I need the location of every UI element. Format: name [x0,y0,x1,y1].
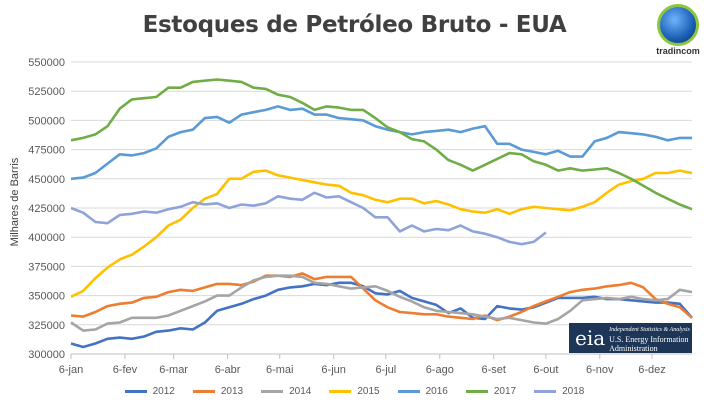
series-line-2014 [70,274,693,332]
legend-item-2015: 2015 [329,386,380,397]
legend-item-2016: 2016 [397,386,448,397]
legend-label: 2015 [357,386,380,397]
x-tick-label: 6-abr [215,364,241,376]
x-tick-label: 6-fev [113,364,138,376]
y-tick-label: 475000 [28,145,65,157]
y-tick-label: 375000 [28,261,65,273]
x-tick-label: 6-nov [586,364,614,376]
x-tick-label: 6-ago [426,364,454,376]
legend-swatch [397,390,420,393]
series-line-2012 [70,281,693,349]
tradincom-text: tradincom [656,46,700,56]
legend-swatch [192,390,215,393]
series-line-2013 [70,272,693,322]
legend-swatch [124,390,147,393]
y-tick-label: 400000 [28,232,65,244]
legend-label: 2018 [562,386,585,397]
legend-swatch [329,390,352,393]
eia-tagline: Independent Statistics & Analysis [609,326,690,333]
legend-label: 2012 [152,386,175,397]
y-tick-label: 325000 [28,320,65,332]
y-tick-label: 500000 [28,115,65,127]
legend-item-2014: 2014 [261,386,311,397]
y-tick-label: 350000 [28,291,65,303]
y-tick-label: 300000 [28,349,65,361]
series-line-2018 [70,191,547,246]
globe-icon [657,4,699,46]
y-tick-label: 425000 [28,203,65,215]
series-line-2016 [70,105,692,181]
legend-item-2013: 2013 [192,386,244,397]
legend-label: 2017 [493,386,517,397]
legend-label: 2014 [289,386,312,397]
x-tick-label: 6-jul [375,364,396,376]
x-tick-label: 6-jun [321,364,345,376]
legend-label: 2016 [425,386,448,397]
x-tick-label: 6-dez [638,364,666,376]
series-line-2017 [70,78,693,211]
chart-title: Estoques de Petróleo Bruto - EUA [142,12,567,38]
legend-swatch [261,390,284,393]
eia-name-line1: U.S. Energy Information [609,334,689,344]
legend-item-2018: 2018 [534,386,584,397]
y-tick-label: 550000 [28,57,65,69]
legend-label: 2013 [220,386,244,397]
eia-name-line2: Administration [609,343,658,353]
legend-item-2017: 2017 [465,386,517,397]
x-tick-label: 6-mar [159,364,188,376]
legend-swatch [465,390,488,393]
eia-mark: eia [575,326,606,350]
x-tick-label: 6-mai [266,364,294,376]
x-tick-label: 6-jan [59,364,83,376]
legend: 2012 2013 2014 2015 2016 2017 2018 [0,386,709,397]
eia-logo: eia Independent Statistics & Analysis U.… [569,323,692,353]
y-tick-label: 525000 [28,86,65,98]
x-tick-label: 6-set [481,364,505,376]
series-line-2015 [70,169,693,298]
x-tick-label: 6-out [533,364,558,376]
legend-item-2012: 2012 [124,386,175,397]
y-tick-label: 450000 [28,174,65,186]
legend-swatch [534,390,557,393]
tradincom-logo: tradincom [652,4,704,56]
